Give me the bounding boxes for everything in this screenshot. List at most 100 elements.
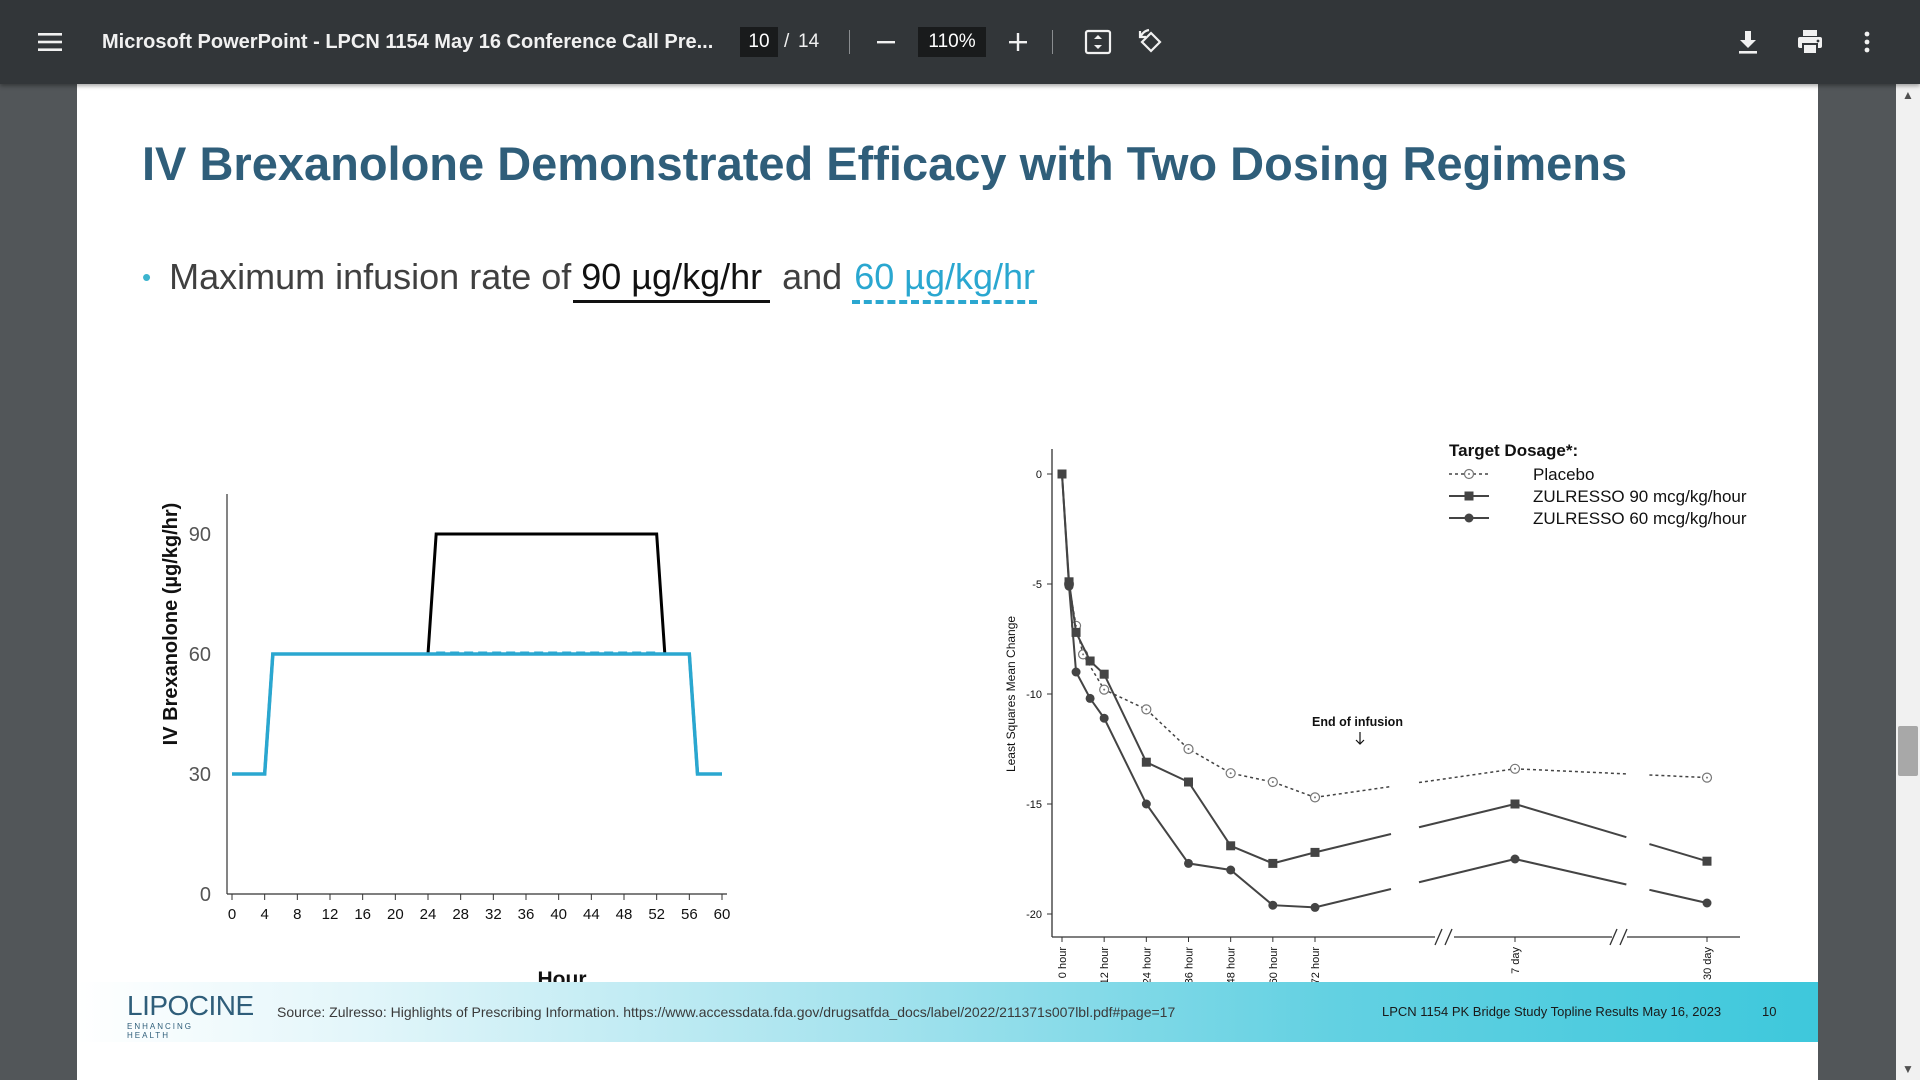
data-point [1268,900,1278,910]
series-line [1061,473,1316,909]
data-point-center [1706,776,1708,779]
data-point [1085,656,1095,666]
toolbar-divider [849,30,850,54]
left-x-tick-label: 24 [420,906,437,923]
data-point [1064,581,1074,591]
left-x-tick-label: 52 [648,906,665,923]
data-point [1268,858,1278,868]
left-x-tick-label: 48 [616,906,633,923]
left-x-tick-label: 0 [228,906,236,923]
zoom-level-input[interactable]: 110% [918,27,986,57]
legend-marker [1464,491,1474,501]
menu-button[interactable] [30,0,70,84]
zoom-out-button[interactable] [868,0,904,84]
vertical-scrollbar[interactable]: ▲ ▼ [1896,84,1920,1080]
legend-marker [1464,513,1474,523]
series-line-extension [1649,888,1708,904]
legend-marker-center [1468,473,1470,475]
left-x-tick-label: 56 [681,906,698,923]
left-x-tick-label: 4 [260,906,268,923]
series-line-extension [1418,803,1516,829]
legend-label: ZULRESSO 90 mcg/kg/hour [1533,487,1747,506]
page-separator: / [784,31,790,52]
logo-tagline: ENHANCING HEALTH [127,1022,194,1040]
pdf-toolbar: Microsoft PowerPoint - LPCN 1154 May 16 … [0,0,1920,84]
series-line-extension [1314,833,1392,854]
download-icon [1739,31,1757,54]
series-line-extension [1314,888,1392,909]
data-point [1141,799,1151,809]
data-point [1510,854,1520,864]
data-point [1071,627,1081,637]
left-x-tick-label: 8 [293,906,301,923]
rate-and-label: and [782,256,843,297]
data-point [1226,841,1236,851]
data-point [1702,898,1712,908]
left-x-tick-label: 60 [714,906,731,923]
left-y-tick-label: 30 [189,764,211,786]
toolbar-divider [1052,30,1053,54]
left-x-tick-label: 32 [485,906,502,923]
data-point [1310,847,1320,857]
document-title: Microsoft PowerPoint - LPCN 1154 May 16 … [102,30,714,53]
page-number-input[interactable]: 10 [740,27,778,57]
rotate-icon [1138,28,1162,53]
series-line [1061,473,1316,865]
left-x-tick-label: 16 [354,906,371,923]
axis-break-mark [1609,928,1618,946]
right-x-tick-label: 24 hour [1141,947,1153,985]
data-point-center [1514,767,1516,770]
rate-90-label: 90 µg/kg/hr [573,256,771,303]
series-line-extension [1649,774,1708,779]
legend-label: ZULRESSO 60 mcg/kg/hour [1533,509,1747,528]
efficacy-chart: Least Squares Mean Change Target Dosage*… [1004,441,1747,985]
left-y-axis-label: IV Brexanolone (µg/kg/hr) [160,503,182,746]
scroll-up-arrow[interactable]: ▲ [1902,88,1914,102]
scroll-down-arrow[interactable]: ▼ [1902,1062,1914,1076]
right-y-tick-label: 0 [1036,469,1042,481]
left-y-tick-label: 0 [200,884,211,906]
rotate-button[interactable] [1133,0,1169,84]
data-point [1071,667,1081,677]
series-line [1061,473,1316,799]
data-point [1085,693,1095,703]
right-y-tick-label: -20 [1026,909,1042,921]
logo-text: LIPOCINE [127,990,254,1021]
right-x-tick-label: 30 day [1702,947,1714,981]
bullet-text: Maximum infusion rate of [169,256,572,297]
more-actions-button[interactable] [1852,0,1882,84]
series-line-extension [1514,803,1627,839]
right-x-tick-label: 7 day [1510,947,1522,974]
right-x-tick-label: 60 hour [1268,947,1280,985]
total-pages: 14 [798,31,820,52]
bullet-dot: • [142,262,152,292]
data-point [1184,777,1193,787]
data-point [1099,713,1109,723]
print-button[interactable] [1790,0,1830,84]
download-button[interactable] [1730,0,1766,84]
slide-footer: LIPOCINE ENHANCING HEALTH Source: Zulres… [77,982,1818,1042]
data-point-center [1229,772,1232,775]
data-point [1702,856,1712,866]
data-point [1099,669,1109,679]
line-series-60 [232,652,722,776]
data-point [1310,902,1320,912]
zoom-in-button[interactable] [1000,0,1036,84]
scroll-thumb[interactable] [1898,726,1918,776]
left-x-tick-label: 20 [387,906,404,923]
fit-to-page-button[interactable] [1080,0,1116,84]
menu-icon [38,33,62,51]
axis-break-mark [1619,928,1628,946]
series-line-extension [1314,785,1392,799]
fit-page-icon [1084,29,1112,55]
series-line-extension [1418,858,1516,884]
right-x-tick-label: 72 hour [1310,947,1322,985]
right-y-tick-label: -10 [1026,689,1042,701]
data-point-center [1314,796,1316,799]
series-line-extension [1418,768,1516,784]
data-point-center [1187,748,1190,750]
left-x-tick-label: 28 [452,906,469,923]
data-point [1184,858,1193,868]
axis-break-mark [1444,928,1453,946]
